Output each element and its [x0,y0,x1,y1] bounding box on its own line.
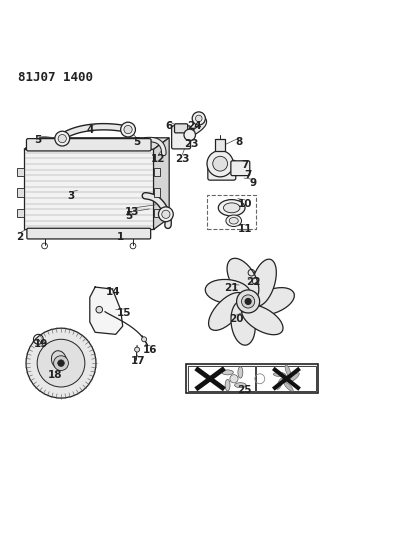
Text: 5: 5 [133,138,140,147]
Circle shape [37,340,85,387]
Text: 10: 10 [237,199,252,209]
FancyBboxPatch shape [207,160,235,180]
FancyBboxPatch shape [174,124,187,133]
Text: 23: 23 [184,139,198,149]
Ellipse shape [225,215,241,227]
Bar [255,366,315,391]
Text: 11: 11 [237,224,252,233]
Circle shape [229,375,237,383]
Circle shape [120,122,135,137]
Text: 22: 22 [245,277,260,287]
FancyBboxPatch shape [230,161,249,175]
Circle shape [192,112,205,125]
Text: 8: 8 [235,138,242,147]
FancyBboxPatch shape [26,139,151,151]
Text: 5: 5 [125,211,132,221]
Bar [206,195,256,230]
Text: 7: 7 [244,170,251,180]
Ellipse shape [234,383,246,387]
Text: 1: 1 [117,232,124,242]
Circle shape [282,375,289,382]
Text: 23: 23 [175,154,189,164]
Bar [17,188,24,197]
Ellipse shape [283,382,292,391]
Ellipse shape [218,199,244,216]
Circle shape [54,356,68,370]
Ellipse shape [285,365,290,376]
Circle shape [123,125,132,134]
Circle shape [26,328,96,398]
Ellipse shape [226,259,258,300]
Bar [17,209,24,217]
Circle shape [183,129,195,141]
Text: 12: 12 [151,154,165,164]
Polygon shape [24,138,169,149]
FancyBboxPatch shape [171,126,190,149]
Circle shape [134,347,139,352]
Circle shape [212,156,227,171]
Circle shape [55,131,69,146]
Ellipse shape [241,304,282,335]
Circle shape [96,306,102,313]
Ellipse shape [230,301,255,345]
Circle shape [195,115,202,122]
Circle shape [57,360,64,366]
Ellipse shape [223,203,239,213]
Text: 6: 6 [165,121,172,131]
Polygon shape [153,138,169,230]
Text: 15: 15 [116,308,131,318]
Text: 4: 4 [86,125,93,135]
Ellipse shape [205,279,250,304]
Circle shape [244,298,250,304]
Text: 21: 21 [224,284,238,293]
Text: 13: 13 [125,207,139,217]
Circle shape [141,337,146,342]
Text: 20: 20 [229,314,243,324]
Text: 19: 19 [33,339,48,349]
Ellipse shape [237,367,242,378]
Text: 5: 5 [34,135,41,145]
Circle shape [161,210,170,219]
Bar [215,139,225,151]
Bar [153,209,160,217]
Circle shape [236,290,259,313]
Circle shape [241,295,254,308]
Text: 16: 16 [142,345,157,355]
Text: 9: 9 [249,179,256,189]
Bar [188,366,254,391]
Ellipse shape [249,288,294,316]
Text: 17: 17 [130,356,145,366]
Text: 25: 25 [237,385,252,395]
Ellipse shape [208,293,244,330]
Circle shape [58,134,66,143]
Bar [153,188,160,197]
Ellipse shape [276,378,282,390]
Bar [186,365,317,393]
Circle shape [158,207,173,222]
Circle shape [206,150,233,177]
Ellipse shape [229,217,237,224]
Ellipse shape [250,259,275,306]
Text: 2: 2 [16,232,24,242]
Text: 3: 3 [67,191,75,201]
Ellipse shape [289,373,299,382]
Ellipse shape [51,351,66,369]
Ellipse shape [221,370,233,375]
Text: 24: 24 [187,121,202,131]
Ellipse shape [273,373,285,376]
Text: 7: 7 [240,159,248,169]
Bar [153,168,160,176]
Bar [24,149,153,230]
Text: 81J07 1400: 81J07 1400 [18,71,93,84]
FancyBboxPatch shape [27,228,150,239]
Polygon shape [90,287,122,334]
Text: 14: 14 [106,287,120,297]
Text: 18: 18 [47,370,62,379]
Bar [17,168,24,176]
Ellipse shape [225,379,230,391]
